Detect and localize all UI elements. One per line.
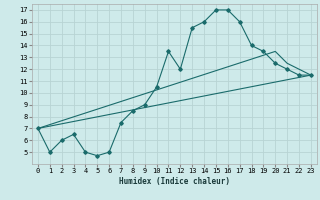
X-axis label: Humidex (Indice chaleur): Humidex (Indice chaleur) xyxy=(119,177,230,186)
